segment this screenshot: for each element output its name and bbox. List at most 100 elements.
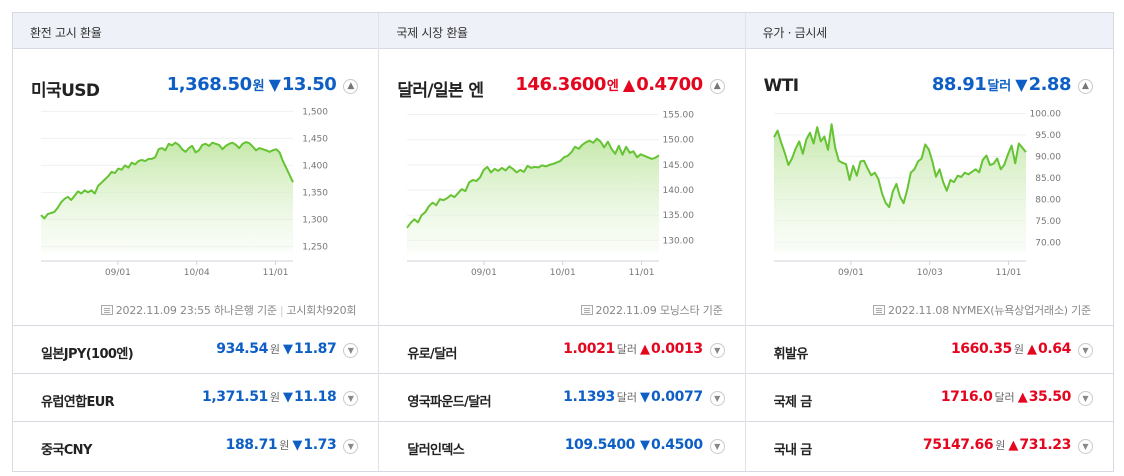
source-note-text: 2022.11.09 모닝스타 기준: [596, 302, 723, 318]
panel-header[interactable]: 유가 · 금시세: [745, 13, 1113, 49]
main-price: 146.3600 엔 ▲ 0.4700: [515, 74, 703, 95]
rate-row-name[interactable]: 중국CNY: [41, 443, 92, 458]
rate-row-name[interactable]: 영국파운드/달러: [407, 395, 491, 410]
note-part: 2022.11.09 모닝스타 기준: [595, 304, 723, 317]
series-line: [40, 141, 294, 220]
panel-main: 달러/일본 엔 146.3600 엔 ▲ 0.4700 ▲ 155.00 150.…: [379, 49, 745, 326]
rate-row-price: 109.5400: [564, 437, 636, 453]
y-tick-label: 1,500: [302, 107, 328, 117]
rate-row-price: 75147.66: [922, 437, 994, 453]
rate-row-name[interactable]: 국내 금: [773, 443, 813, 458]
expand-toggle-icon[interactable]: ▼: [1077, 439, 1093, 454]
rate-row-change: 0.0013: [651, 341, 703, 357]
rate-row[interactable]: 일본JPY(100엔) 934.54 원 ▼ 11.87 ▼: [13, 326, 379, 374]
rate-change-arrow-icon: ▲: [1017, 390, 1028, 405]
source-note: 2022.11.09 모닝스타 기준: [580, 302, 723, 318]
rate-row-price: 934.54: [216, 341, 268, 357]
x-tick-label: 10/01: [550, 268, 576, 278]
price-chart: 155.00 150.00 145.00 140.00 135.00 130.00 09/0…: [406, 111, 695, 278]
main-change-value: 0.4700: [636, 74, 703, 95]
rate-row[interactable]: 달러인덱스 109.5400 ▼ 0.4500 ▼: [379, 422, 744, 470]
expand-toggle-icon[interactable]: ▼: [343, 343, 359, 358]
rate-change-arrow-icon: ▼: [640, 438, 651, 453]
rate-row[interactable]: 휘발유 1660.35 원 ▲ 0.64 ▼: [745, 326, 1113, 374]
panel-main: 미국USD 1,368.50 원 ▼ 13.50 ▲ 1,500 1,450 1,4…: [13, 49, 379, 326]
note-part: 2022.11.08 NYMEX(뉴욕상업거래소) 기준: [888, 304, 1091, 317]
collapse-toggle-icon[interactable]: ▲: [1077, 79, 1093, 94]
rate-row-change: 1.73: [303, 437, 337, 453]
rate-row[interactable]: 국내 금 75147.66 원 ▲ 731.23 ▼: [746, 422, 1113, 470]
rate-row-name[interactable]: 유럽연합EUR: [41, 395, 115, 410]
collapse-toggle-icon[interactable]: ▲: [343, 79, 359, 94]
rate-row[interactable]: 중국CNY 188.71 원 ▼ 1.73 ▼: [13, 422, 378, 470]
rate-row-name[interactable]: 국제 금: [773, 395, 813, 410]
source-note-text: 2022.11.09 23:55 하나은행 기준 | 고시회차920회: [116, 302, 357, 318]
exchange-rate-widget: 환전 고시 환율 미국USD 1,368.50 원 ▼ 13.50 ▲ 1,50…: [12, 12, 1114, 472]
rate-change-arrow-icon: ▲: [640, 342, 651, 357]
main-change-value: 2.88: [1028, 74, 1072, 95]
expand-toggle-icon[interactable]: ▼: [709, 439, 725, 454]
chart-area: [41, 142, 293, 253]
y-tick-label: 1,300: [302, 215, 328, 225]
expand-toggle-icon[interactable]: ▼: [1077, 391, 1093, 406]
rate-row-name[interactable]: 달러인덱스: [407, 443, 465, 458]
rate-row-name[interactable]: 유로/달러: [407, 347, 457, 362]
calendar-icon: [580, 305, 593, 315]
rate-row-unit: 달러: [616, 391, 638, 404]
panel-header[interactable]: 환전 고시 환율: [13, 13, 379, 49]
rate-row-unit: 원: [269, 343, 281, 356]
expand-toggle-icon[interactable]: ▼: [709, 343, 725, 358]
main-item-title[interactable]: 미국USD: [31, 81, 100, 101]
rate-change-arrow-icon: ▼: [292, 438, 303, 453]
note-part: 고시회차920회: [286, 304, 357, 317]
y-tick-label: 1,400: [302, 161, 328, 171]
rate-row[interactable]: 유럽연합EUR 1,371.51 원 ▼ 11.18 ▼: [13, 374, 379, 422]
y-tick-label: 1,250: [302, 243, 328, 253]
y-tick-label: 90.00: [1035, 152, 1061, 162]
collapse-toggle-icon[interactable]: ▲: [709, 79, 725, 94]
rate-row[interactable]: 유로/달러 1.0021 달러 ▲ 0.0013 ▼: [379, 326, 745, 374]
x-tick-label: 11/01: [995, 268, 1021, 278]
price-chart: 1,500 1,450 1,400 1,350 1,300 1,250 09/01 10/04…: [40, 107, 328, 278]
expand-toggle-icon[interactable]: ▼: [343, 391, 359, 406]
y-tick-label: 140.00: [663, 186, 695, 196]
rate-change-arrow-icon: ▲: [1008, 438, 1019, 453]
rate-row-change: 0.64: [1038, 341, 1071, 357]
expand-toggle-icon[interactable]: ▼: [343, 439, 359, 454]
rate-row[interactable]: 영국파운드/달러 1.1393 달러 ▼ 0.0077 ▼: [379, 374, 745, 422]
y-tick-label: 1,450: [302, 134, 328, 144]
panel-header[interactable]: 국제 시장 환율: [379, 13, 745, 49]
expand-toggle-icon[interactable]: ▼: [1077, 343, 1093, 358]
x-tick-label: 09/01: [471, 268, 497, 278]
rate-row-name[interactable]: 일본JPY(100엔): [41, 347, 134, 362]
rate-row-name[interactable]: 휘발유: [773, 347, 809, 362]
rate-row-value: 188.71 원 ▼ 1.73: [226, 437, 337, 453]
series-line: [406, 137, 660, 229]
rate-row-value: 1.1393 달러 ▼ 0.0077: [563, 389, 703, 405]
rate-row-value: 75147.66 원 ▲ 731.23: [923, 437, 1071, 453]
main-price-value: 1,368.50: [166, 74, 252, 95]
rate-row-change: 0.4500: [651, 437, 703, 453]
rate-row-change: 11.18: [294, 389, 337, 405]
rate-row-value: 1.0021 달러 ▲ 0.0013: [563, 341, 703, 357]
y-tick-label: 100.00: [1029, 109, 1061, 119]
rate-change-arrow-icon: ▼: [283, 342, 294, 357]
y-tick-label: 70.00: [1035, 238, 1061, 248]
expand-toggle-icon[interactable]: ▼: [709, 391, 725, 406]
y-tick-label: 155.00: [663, 111, 695, 121]
rate-row-unit: 원: [995, 439, 1006, 452]
main-item-title[interactable]: 달러/일본 엔: [397, 81, 484, 101]
panel-oil-gold: 유가 · 금시세 WTI 88.91 달러 ▼ 2.88 ▲ 100.00 95.…: [745, 13, 1113, 471]
source-note: 2022.11.09 23:55 하나은행 기준 | 고시회차920회: [100, 302, 357, 318]
y-tick-label: 130.00: [663, 236, 695, 246]
panel-main: WTI 88.91 달러 ▼ 2.88 ▲ 100.00 95.00 90.00 85…: [745, 49, 1113, 326]
rate-row-value: 1,371.51 원 ▼ 11.18: [202, 389, 337, 405]
rate-row-unit: 원: [1013, 343, 1025, 356]
y-tick-label: 145.00: [663, 161, 695, 171]
rate-change-arrow-icon: ▼: [283, 390, 294, 405]
main-item-title[interactable]: WTI: [763, 76, 799, 96]
rate-row[interactable]: 국제 금 1716.0 달러 ▲ 35.50 ▼: [745, 374, 1113, 422]
source-note: 2022.11.08 NYMEX(뉴욕상업거래소) 기준: [873, 302, 1091, 318]
y-tick-label: 135.00: [663, 211, 695, 221]
calendar-icon: [100, 305, 113, 315]
